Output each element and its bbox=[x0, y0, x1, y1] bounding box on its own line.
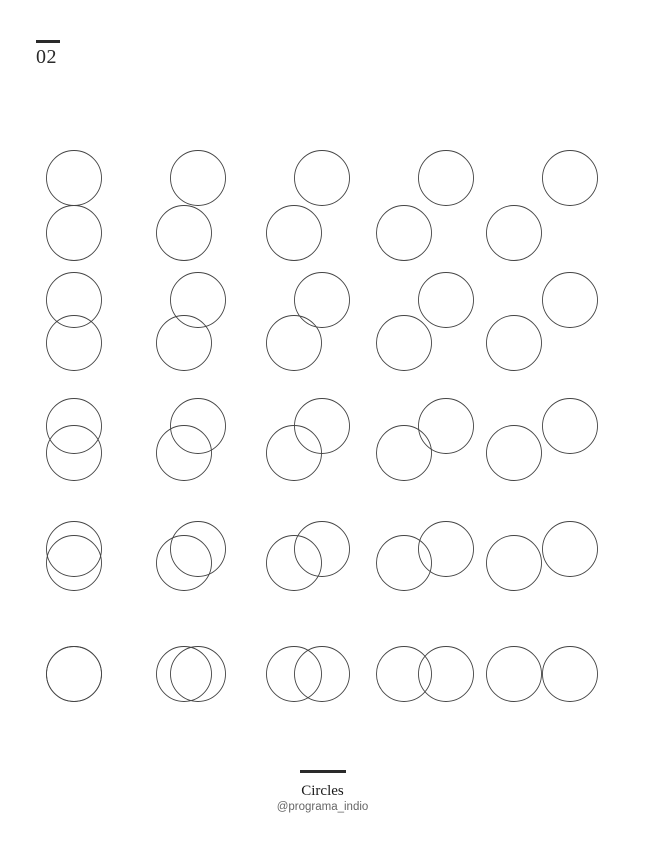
circle-pair-r1-c2 bbox=[156, 150, 226, 261]
circle-pair-r4-c5 bbox=[486, 521, 598, 591]
circle-pair-r3-c4 bbox=[376, 398, 474, 481]
anchor-circle bbox=[486, 646, 542, 702]
circle-pair-r2-c4 bbox=[376, 272, 474, 371]
circle-pair-r3-c3 bbox=[266, 398, 350, 481]
moving-circle bbox=[294, 272, 350, 328]
circle-pair-r1-c4 bbox=[376, 150, 474, 261]
anchor-circle bbox=[156, 315, 212, 371]
circle-pair-r1-c1 bbox=[46, 150, 102, 261]
anchor-circle bbox=[266, 205, 322, 261]
anchor-circle bbox=[266, 646, 322, 702]
circle-pair-r5-c4 bbox=[376, 646, 474, 702]
circle-pair-r5-c5 bbox=[486, 646, 598, 702]
anchor-circle bbox=[376, 535, 432, 591]
moving-circle bbox=[170, 521, 226, 577]
anchor-circle bbox=[486, 425, 542, 481]
anchor-circle bbox=[156, 646, 212, 702]
circle-pair-r5-c1 bbox=[46, 646, 102, 702]
moving-circle bbox=[46, 272, 102, 328]
page-number: 02 bbox=[36, 40, 64, 67]
footer-handle: @programa_indio bbox=[276, 801, 369, 813]
anchor-circle bbox=[376, 315, 432, 371]
page-number-text: 02 bbox=[36, 46, 57, 68]
circle-pair-r1-c5 bbox=[486, 150, 598, 261]
moving-circle bbox=[418, 272, 474, 328]
moving-circle bbox=[542, 272, 598, 328]
anchor-circle bbox=[46, 535, 102, 591]
moving-circle bbox=[542, 150, 598, 206]
circle-pair-r5-c3 bbox=[266, 646, 350, 702]
anchor-circle bbox=[376, 646, 432, 702]
moving-circle bbox=[294, 398, 350, 454]
moving-circle bbox=[542, 646, 598, 702]
anchor-circle bbox=[156, 205, 212, 261]
circle-pair-r4-c1 bbox=[46, 521, 102, 591]
circle-pair-r4-c4 bbox=[376, 521, 474, 591]
circle-pair-r4-c2 bbox=[156, 521, 226, 591]
circle-pair-r1-c3 bbox=[266, 150, 350, 261]
moving-circle bbox=[46, 398, 102, 454]
anchor-circle bbox=[46, 646, 102, 702]
anchor-circle bbox=[486, 205, 542, 261]
footer-bar bbox=[299, 770, 346, 773]
moving-circle bbox=[418, 150, 474, 206]
moving-circle bbox=[294, 521, 350, 577]
circle-pair-r2-c3 bbox=[266, 272, 350, 371]
anchor-circle bbox=[156, 425, 212, 481]
anchor-circle bbox=[46, 315, 102, 371]
circle-pair-r3-c5 bbox=[486, 398, 598, 481]
moving-circle bbox=[542, 398, 598, 454]
anchor-circle bbox=[46, 205, 102, 261]
moving-circle bbox=[418, 646, 474, 702]
moving-circle bbox=[170, 398, 226, 454]
circle-pair-r5-c2 bbox=[156, 646, 226, 702]
moving-circle bbox=[170, 646, 226, 702]
moving-circle bbox=[418, 398, 474, 454]
circle-pair-r2-c2 bbox=[156, 272, 226, 371]
anchor-circle bbox=[46, 425, 102, 481]
page-number-bar bbox=[36, 40, 60, 43]
anchor-circle bbox=[486, 315, 542, 371]
circle-pair-r2-c1 bbox=[46, 272, 102, 371]
anchor-circle bbox=[376, 425, 432, 481]
moving-circle bbox=[294, 646, 350, 702]
anchor-circle bbox=[376, 205, 432, 261]
anchor-circle bbox=[486, 535, 542, 591]
circle-pair-r4-c3 bbox=[266, 521, 350, 591]
footer-title: Circles bbox=[301, 783, 344, 799]
moving-circle bbox=[170, 150, 226, 206]
moving-circle bbox=[418, 521, 474, 577]
anchor-circle bbox=[266, 535, 322, 591]
moving-circle bbox=[46, 521, 102, 577]
circle-pair-r3-c2 bbox=[156, 398, 226, 481]
moving-circle bbox=[46, 150, 102, 206]
moving-circle bbox=[542, 521, 598, 577]
circle-pair-r3-c1 bbox=[46, 398, 102, 481]
moving-circle bbox=[294, 150, 350, 206]
circle-pair-r2-c5 bbox=[486, 272, 598, 371]
anchor-circle bbox=[266, 315, 322, 371]
anchor-circle bbox=[156, 535, 212, 591]
moving-circle bbox=[170, 272, 226, 328]
footer: Circles @programa_indio bbox=[0, 770, 645, 815]
anchor-circle bbox=[266, 425, 322, 481]
